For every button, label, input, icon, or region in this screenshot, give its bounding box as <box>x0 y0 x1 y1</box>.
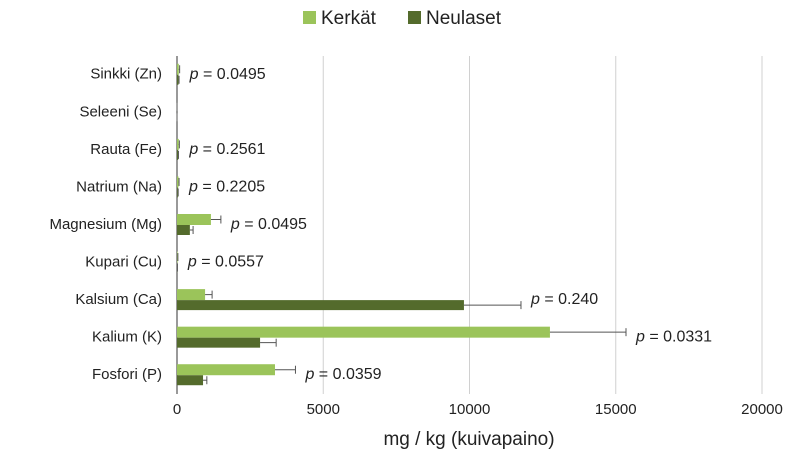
bar <box>177 176 179 188</box>
y-tick-label: Magnesium (Mg) <box>49 216 162 233</box>
annotation: p = 0.2205 <box>188 179 265 196</box>
bar <box>177 337 261 348</box>
annotation: p = 0.0331 <box>635 329 712 346</box>
bar <box>177 225 190 235</box>
y-tick-label: Kupari (Cu) <box>85 254 162 271</box>
bar <box>177 251 178 263</box>
x-tick-label: 20000 <box>741 401 783 418</box>
bar <box>177 300 464 311</box>
y-tick-label: Kalium (K) <box>92 329 162 346</box>
y-tick-label: Rauta (Fe) <box>90 141 162 158</box>
y-tick-label: Kalsium (Ca) <box>75 291 162 308</box>
bar <box>177 326 550 338</box>
bar <box>177 364 275 376</box>
bar <box>177 214 211 225</box>
annotation: p = 0.2561 <box>188 141 265 158</box>
annotation: p = 0.0359 <box>304 366 381 383</box>
bar <box>177 289 206 301</box>
y-tick-label: Seleeni (Se) <box>79 103 162 120</box>
annotation: p = 0.240 <box>530 291 598 308</box>
annotation: p = 0.0495 <box>189 66 266 83</box>
annotation: p = 0.0495 <box>230 216 307 233</box>
x-tick-label: 10000 <box>449 401 491 418</box>
bar <box>177 187 178 198</box>
x-tick-label: 0 <box>173 401 181 418</box>
y-tick-label: Fosfori (P) <box>92 366 162 383</box>
x-tick-label: 5000 <box>307 401 340 418</box>
bar <box>177 149 179 160</box>
bar <box>177 375 204 386</box>
annotation: p = 0.0557 <box>187 254 264 271</box>
y-tick-label: Natrium (Na) <box>76 178 162 195</box>
bar <box>177 74 179 85</box>
x-axis-label: mg / kg (kuivapaino) <box>383 429 554 450</box>
legend-swatch <box>408 11 421 24</box>
legend-swatch <box>303 11 316 24</box>
y-tick-label: Sinkki (Zn) <box>90 66 162 83</box>
bar <box>177 63 179 75</box>
bar <box>177 138 179 150</box>
legend-label: Neulaset <box>426 8 502 29</box>
x-tick-label: 15000 <box>595 401 637 418</box>
legend-label: Kerkät <box>321 8 377 29</box>
